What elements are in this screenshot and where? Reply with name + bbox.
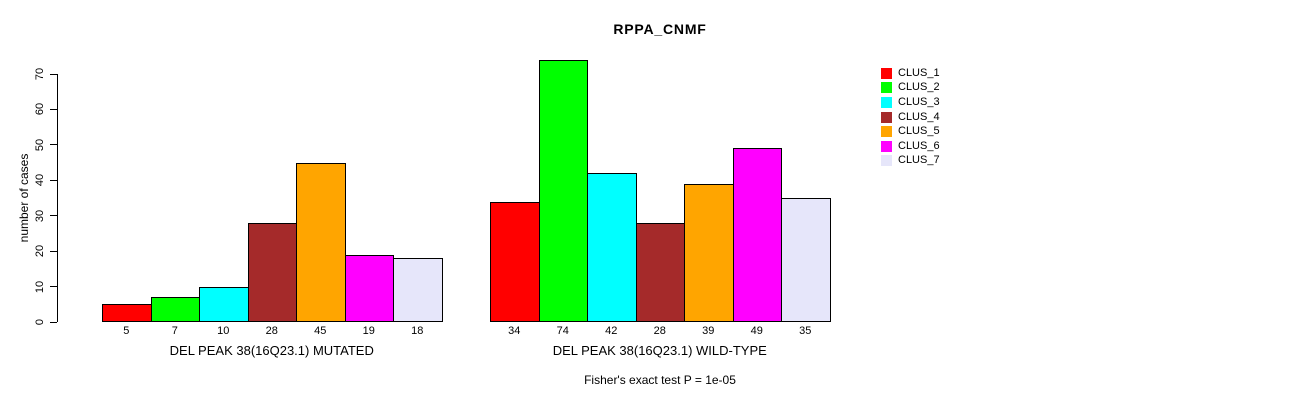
y-axis-tick-label: 30 [34, 209, 46, 222]
legend-swatch [881, 155, 892, 167]
y-axis-tick-label: 40 [34, 174, 46, 187]
bar-value-label: 49 [750, 325, 763, 337]
bar-value-label: 34 [508, 325, 521, 337]
y-axis-tick [50, 108, 57, 110]
y-axis-tick-label: 20 [34, 245, 46, 258]
y-axis-tick-label: 60 [34, 103, 46, 116]
bar-value-label: 39 [702, 325, 715, 337]
y-axis-tick [50, 144, 57, 146]
y-axis-tick-label: 50 [34, 138, 46, 151]
bar-CLUS_5-group-1 [296, 162, 346, 322]
legend-item: CLUS_2 [881, 81, 940, 96]
bar-CLUS_1-group-1 [102, 304, 152, 322]
legend-item: CLUS_3 [881, 95, 940, 110]
chart-title: RPPA_CNMF [613, 21, 707, 37]
bar-CLUS_3-group-1 [199, 286, 249, 322]
y-axis-label: number of cases [17, 153, 31, 243]
bar-CLUS_4-group-2 [635, 222, 685, 322]
legend-swatch [881, 126, 892, 138]
y-axis-tick [50, 250, 57, 252]
legend-item-label: CLUS_4 [898, 110, 940, 123]
y-axis-line [57, 74, 58, 322]
annotation-text: Fisher's exact test P = 1e-05 [584, 373, 736, 387]
bar-CLUS_2-group-2 [538, 59, 588, 322]
bar-CLUS_7-group-2 [781, 198, 831, 322]
legend-item: CLUS_4 [881, 110, 940, 125]
bar-value-label: 28 [265, 325, 278, 337]
bar-value-label: 5 [123, 325, 130, 337]
legend-swatch [881, 82, 892, 94]
bar-CLUS_6-group-2 [732, 148, 782, 322]
bar-value-label: 10 [217, 325, 230, 337]
bar-CLUS_7-group-1 [393, 258, 443, 322]
bar-CLUS_4-group-1 [247, 222, 297, 322]
y-axis-tick [50, 286, 57, 288]
y-axis-tick-label: 10 [34, 280, 46, 293]
bar-CLUS_1-group-2 [490, 201, 540, 322]
y-axis-tick [50, 215, 57, 217]
y-axis-tick [50, 179, 57, 181]
y-axis-tick-label: 70 [34, 67, 46, 81]
y-axis-tick [50, 321, 57, 323]
legend-swatch [881, 140, 892, 152]
bar-value-label: 19 [362, 325, 375, 337]
legend-swatch [881, 111, 892, 123]
bar-value-label: 35 [799, 325, 812, 337]
y-axis-tick-label: 0 [34, 318, 46, 326]
legend-item-label: CLUS_2 [898, 81, 940, 94]
legend-item: CLUS_1 [881, 66, 940, 81]
legend: CLUS_1 CLUS_2 CLUS_3 CLUS_4 CLUS_5 CLUS_6 CLUS… [881, 66, 940, 168]
x-axis-group-label: DEL PEAK 38(16Q23.1) WILD-TYPE [552, 343, 767, 358]
legend-item-label: CLUS_7 [898, 154, 940, 167]
bar-value-label: 18 [411, 325, 424, 337]
bar-value-label: 74 [556, 325, 569, 337]
bar-CLUS_6-group-1 [344, 254, 394, 322]
bar-CLUS_3-group-2 [587, 173, 637, 322]
bar-CLUS_5-group-2 [684, 183, 734, 322]
bar-value-label: 28 [653, 325, 666, 337]
bar-value-label: 42 [605, 325, 618, 337]
x-axis-group-label: DEL PEAK 38(16Q23.1) MUTATED [169, 343, 374, 358]
legend-item-label: CLUS_1 [898, 66, 940, 79]
legend-item: CLUS_7 [881, 154, 940, 169]
legend-item-label: CLUS_5 [898, 125, 940, 138]
legend-swatch [881, 67, 892, 79]
bar-value-label: 45 [314, 325, 327, 337]
legend-item: CLUS_5 [881, 124, 940, 139]
legend-item-label: CLUS_3 [898, 95, 940, 108]
bar-value-label: 7 [171, 325, 178, 337]
y-axis-tick [50, 73, 57, 75]
legend-item: CLUS_6 [881, 139, 940, 154]
bar-CLUS_2-group-1 [150, 297, 200, 322]
legend-swatch [881, 96, 892, 108]
legend-item-label: CLUS_6 [898, 139, 940, 152]
